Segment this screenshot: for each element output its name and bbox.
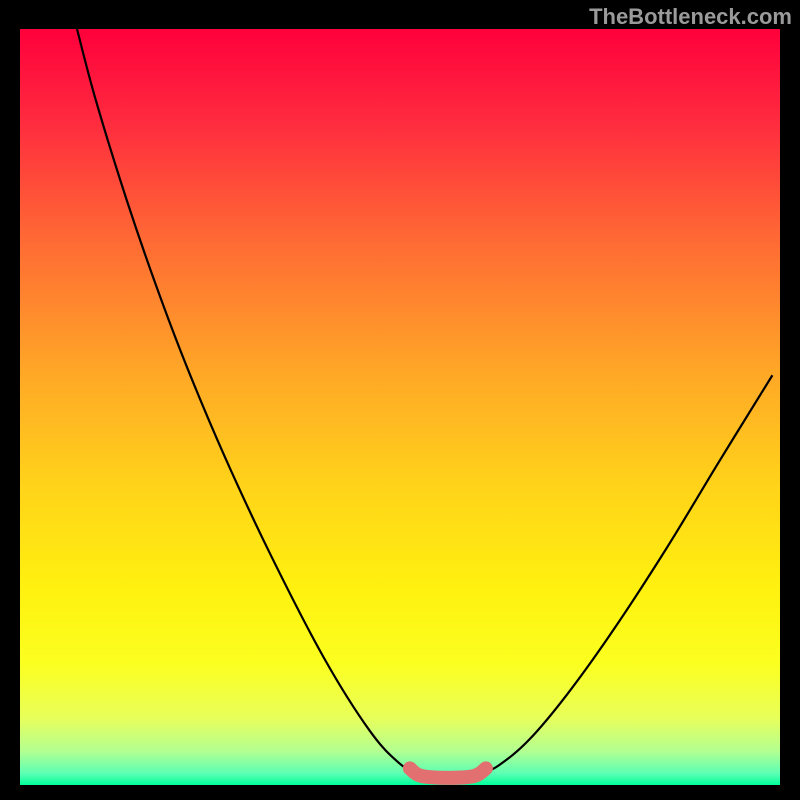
chart-container: TheBottleneck.com	[0, 0, 800, 800]
gradient-background	[20, 29, 780, 785]
bottleneck-chart	[0, 0, 800, 800]
watermark-text: TheBottleneck.com	[589, 4, 792, 30]
